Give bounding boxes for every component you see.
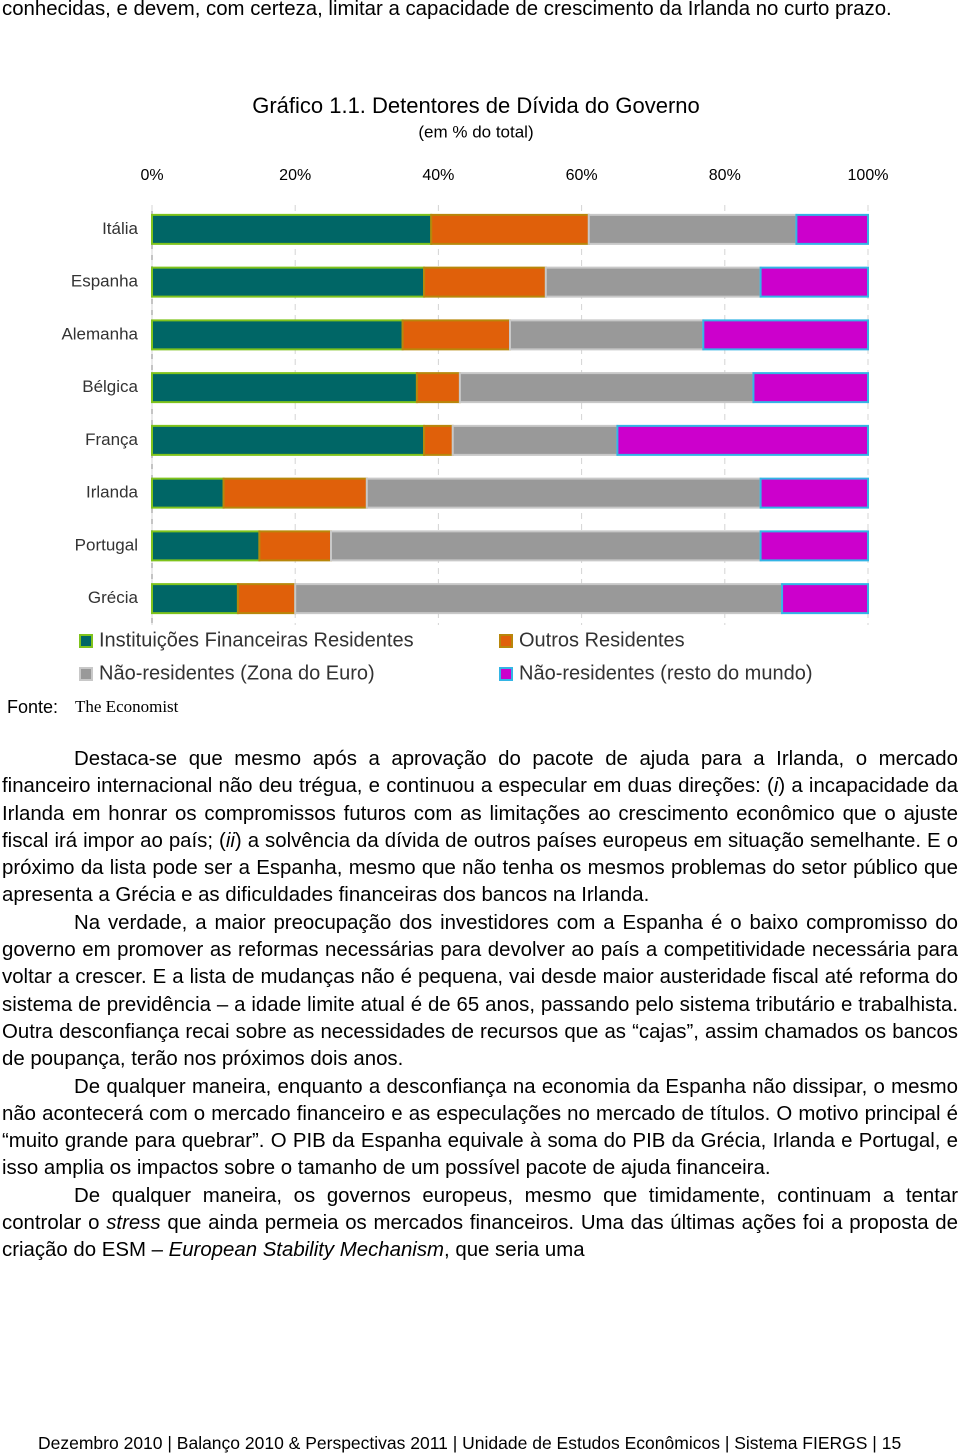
bar-segment [415,372,461,404]
bar-segment [151,213,433,245]
bar-segment [759,530,869,562]
y-tick-label: Portugal [75,535,138,554]
bar-segment [752,372,869,404]
paragraph: De qualquer maneira, enquanto a desconfi… [2,1074,958,1183]
legend-swatch [499,667,513,681]
bar-segment [151,266,426,298]
bar-segment [222,477,368,509]
bar-segment [294,583,784,615]
text-run: ) a solvência da dívida de outros países… [2,829,958,907]
legend-label: Outros Residentes [519,629,685,651]
legend-label: Instituições Financeiras Residentes [99,629,414,651]
y-tick-label: Espanha [71,272,139,291]
text-run: que ainda permeia os mercados financeiro… [2,1212,958,1262]
bar-segment [151,319,404,351]
italic-text: European Stability Mechanism [168,1239,445,1262]
bar-segment [423,424,454,456]
bar-segment [509,319,705,351]
bar-segment [151,372,418,404]
y-tick-label: Irlanda [86,483,139,502]
x-tick-label: 80% [709,167,741,184]
x-tick-label: 100% [848,167,889,184]
text-run: Destaca-se que mesmo após a aprovação do… [2,748,958,798]
paragraph: De qualquer maneira, os governos europeu… [2,1183,958,1265]
text-run: De qualquer maneira, os governos europeu… [2,1184,958,1235]
y-tick-label: Itália [102,219,138,238]
bar-segment [430,213,590,245]
text-run: , que seria uma [444,1239,585,1262]
paragraph: Destaca-se que mesmo após a aprovação do… [2,746,958,910]
intro-text: conhecidas, e devem, com certeza, limita… [2,0,892,20]
source-label: Fonte: [7,697,58,717]
text-run: ) a incapacidade da Irlanda em honrar os… [2,775,958,852]
chart-title: Gráfico 1.1. Detentores de Dívida do Gov… [252,93,700,118]
footer: Dezembro 2010 | Balanço 2010 & Perspecti… [38,1433,902,1453]
italic-text: i [773,775,779,798]
bar-segment [759,266,869,298]
text-run: Na verdade, a maior preocupação dos inve… [2,911,958,1071]
y-tick-label: França [85,430,138,449]
legend-label: Não-residentes (resto do mundo) [519,662,812,684]
bar-segment [365,477,762,509]
bar-segment [458,372,755,404]
italic-text: stress [106,1212,161,1235]
legend-swatch [499,634,513,648]
bar-segment [258,530,332,562]
chart: Gráfico 1.1. Detentores de Dívida do Gov… [7,93,889,717]
bar-segment [151,583,239,615]
x-tick-label: 0% [140,167,163,184]
bar-segment [616,424,870,456]
bar-segment [151,424,426,456]
bar-segment [781,583,870,615]
body-text: Destaca-se que mesmo após a aprovação do… [2,746,958,1265]
bar-segment [423,266,547,298]
chart-subtitle: (em % do total) [418,122,533,141]
bar-segment [587,213,798,245]
x-tick-label: 60% [566,167,598,184]
bar-segment [795,213,870,245]
x-tick-label: 40% [422,167,454,184]
y-tick-label: Grécia [88,588,139,607]
bar-segment [151,530,261,562]
bar-segment [236,583,297,615]
bar-segment [451,424,619,456]
x-tick-label: 20% [279,167,311,184]
bar-segment [151,477,225,509]
y-tick-label: Alemanha [61,324,138,343]
legend-swatch [79,634,93,648]
legend-swatch [79,667,93,681]
bar-segment [702,319,869,351]
text-run: De qualquer maneira, enquanto a desconfi… [2,1075,958,1180]
paragraph: Na verdade, a maior preocupação dos inve… [2,910,958,1074]
bar-segment [401,319,512,351]
legend-label: Não-residentes (Zona do Euro) [99,662,375,684]
italic-text: ii [225,829,235,852]
bar-segment [330,530,762,562]
bar-segment [759,477,869,509]
y-tick-label: Bélgica [82,377,138,396]
source-name: The Economist [75,697,179,716]
bar-segment [544,266,762,298]
